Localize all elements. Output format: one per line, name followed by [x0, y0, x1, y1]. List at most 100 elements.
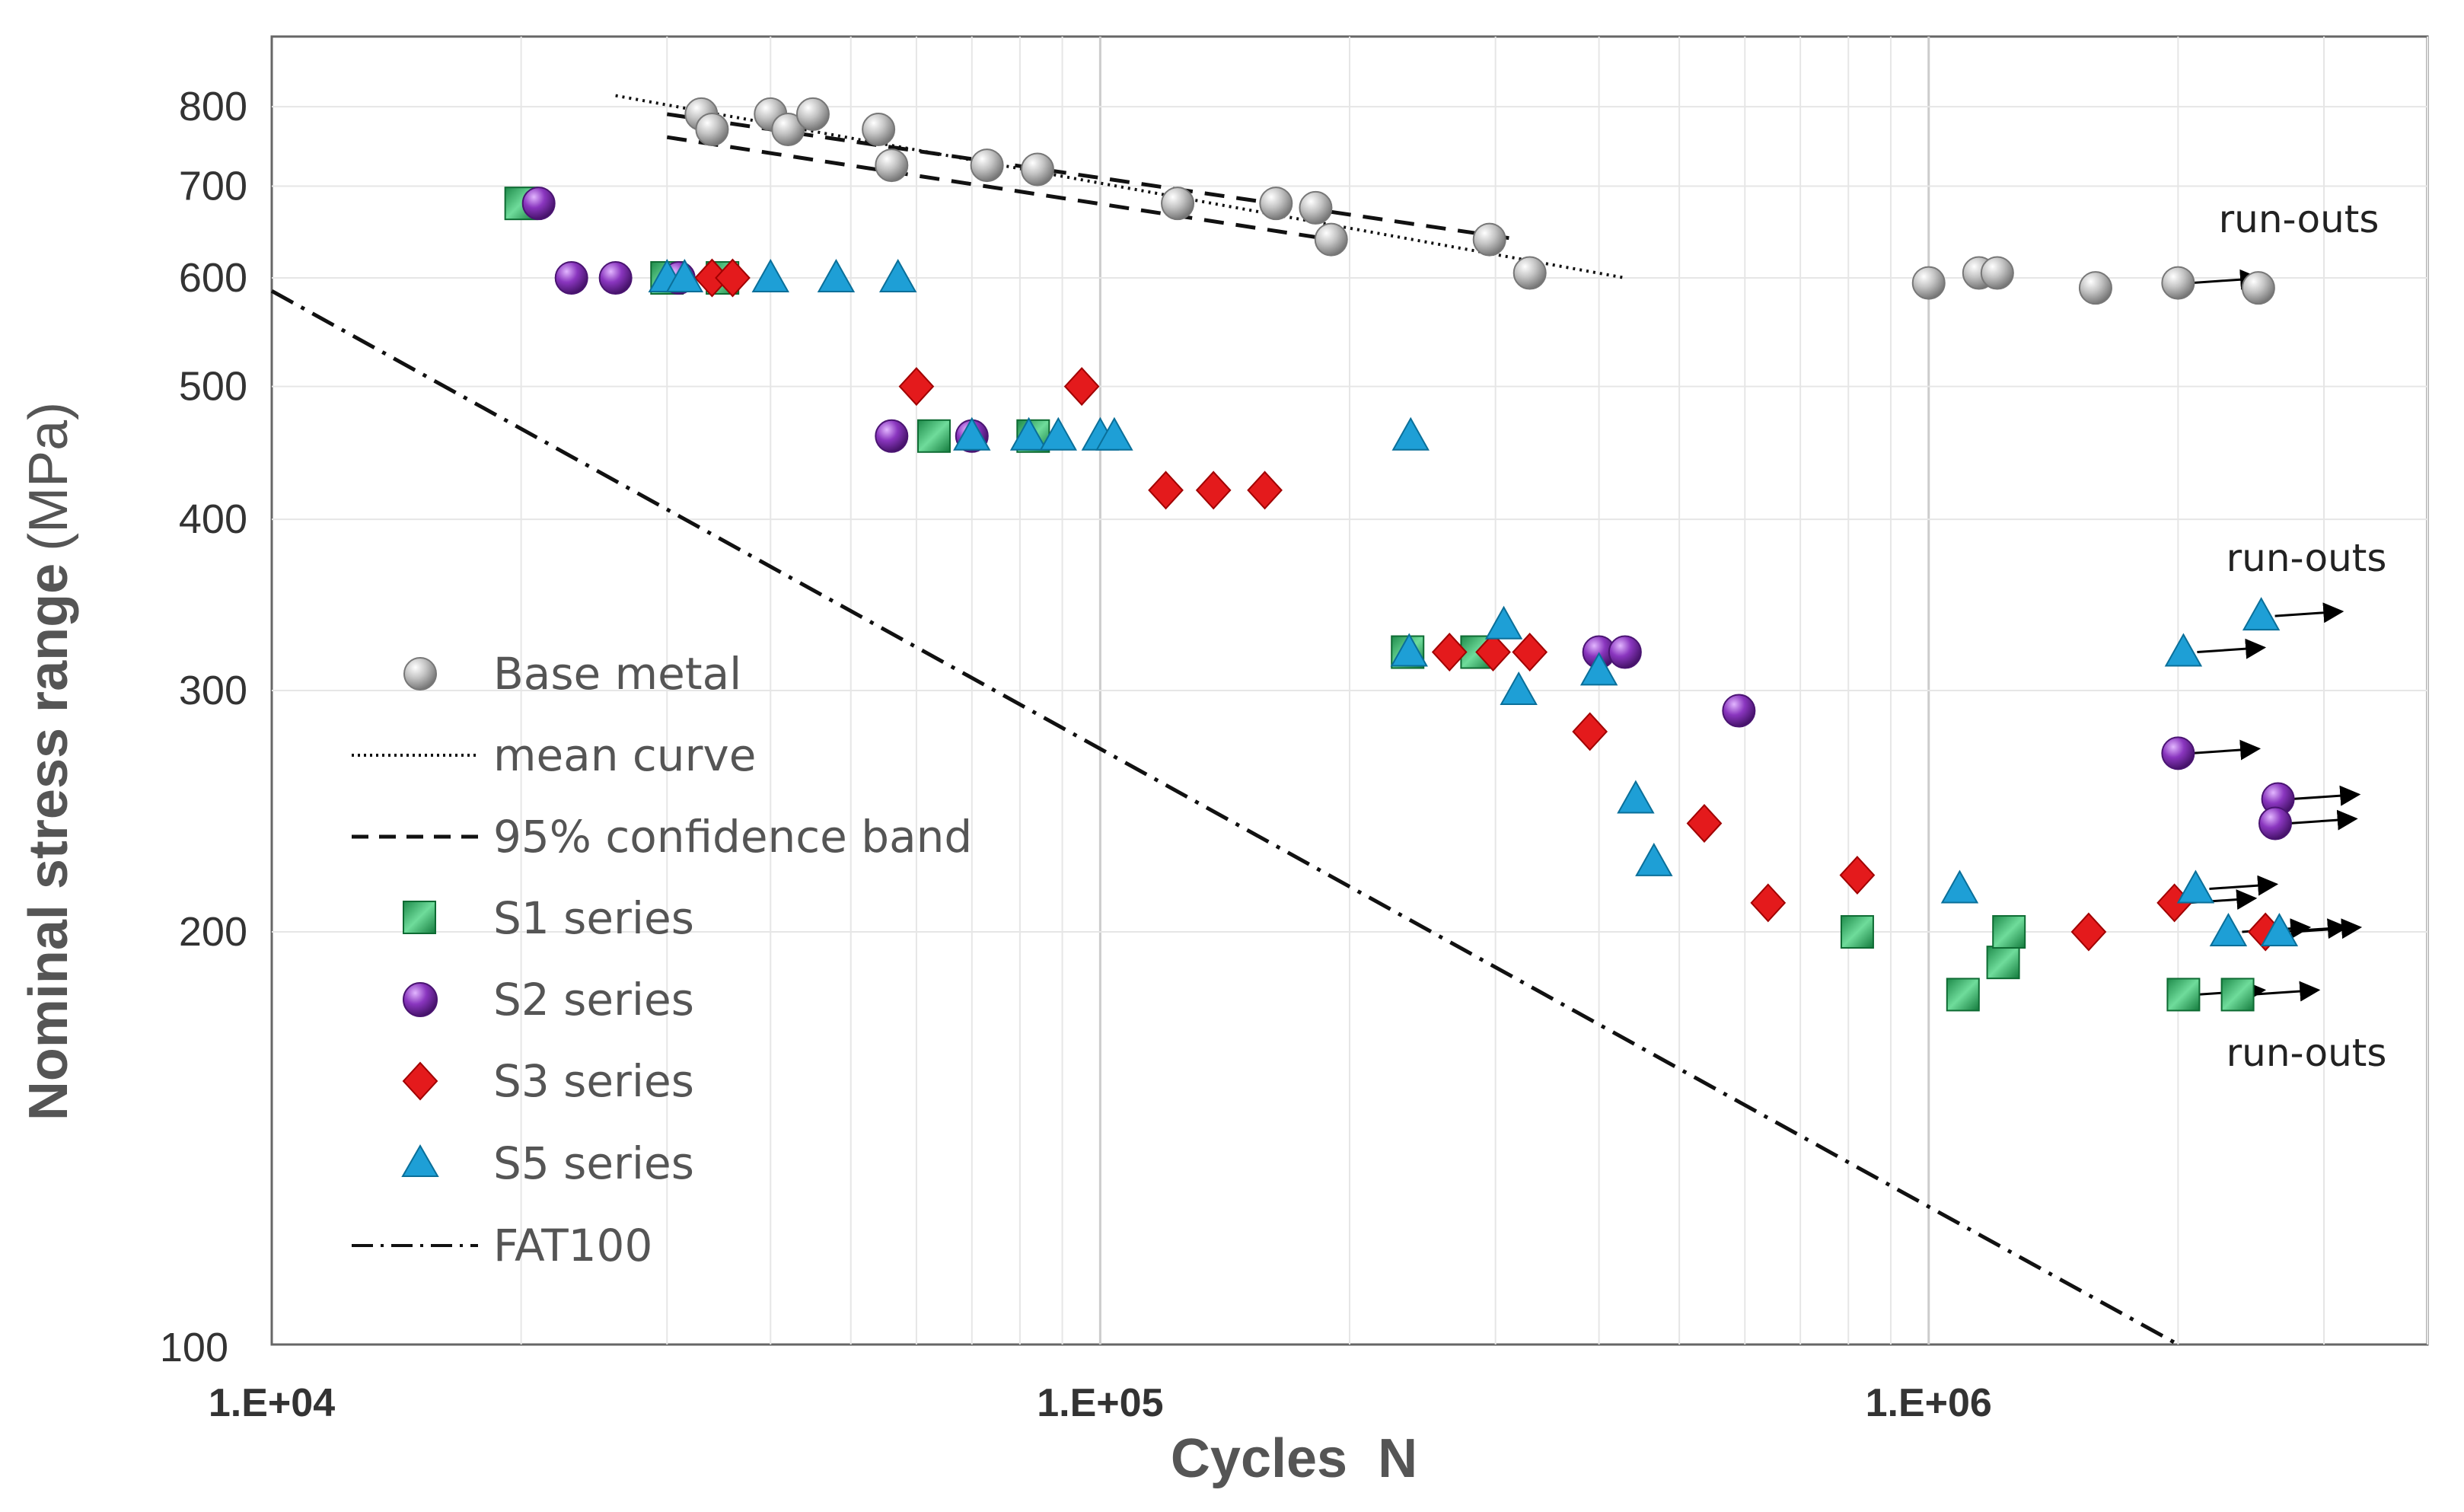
point-s3-series — [1195, 471, 1232, 510]
point-s1-series — [1992, 915, 2026, 949]
annotation-runouts-base: run-outs — [2219, 197, 2380, 241]
point-s5-series — [1579, 652, 1618, 686]
runout-arrow — [2274, 602, 2344, 624]
point-s5-series — [1039, 416, 1077, 451]
legend-marker-s2 — [403, 982, 438, 1017]
point-s5-series — [953, 416, 991, 451]
legend-item-base-metal: Base metal — [403, 648, 741, 700]
point-s5-series — [878, 258, 917, 293]
point-s5-series — [2260, 912, 2299, 947]
point-base-metal — [1259, 187, 1293, 221]
runout-arrow — [2293, 918, 2363, 939]
legend-label-mean-curve: mean curve — [493, 729, 756, 781]
line-fat100 — [270, 289, 2179, 1347]
legend-label-fat100: FAT100 — [493, 1220, 652, 1271]
point-base-metal — [695, 112, 729, 146]
point-s1-series — [916, 419, 951, 453]
runout-arrow — [2209, 875, 2279, 896]
point-s3-series — [1572, 712, 1608, 751]
point-s5-series — [1617, 780, 1655, 814]
point-base-metal — [2078, 271, 2112, 305]
point-s2-series — [2161, 736, 2195, 770]
point-base-metal — [2161, 266, 2195, 300]
point-s1-series — [2220, 978, 2255, 1012]
y-axis-title: Nominal stress range (MPa) — [18, 402, 79, 1121]
runout-arrow — [2191, 739, 2262, 761]
runout-arrow — [2288, 809, 2358, 831]
point-base-metal — [862, 112, 896, 146]
point-s2-series — [598, 261, 633, 295]
legend-marker-base-metal — [403, 657, 437, 691]
point-s3-series — [1063, 367, 1100, 407]
point-s5-series — [1635, 842, 1673, 876]
y-axis-title-unit: (MPa) — [18, 402, 79, 551]
y-tick-label: 700 — [179, 164, 247, 209]
line-95-confidence-band — [666, 112, 1519, 242]
point-base-metal — [2241, 271, 2275, 305]
legend-label-s2: S2 series — [493, 974, 694, 1026]
point-s2-series — [554, 261, 588, 295]
legend-label-s1: S1 series — [493, 892, 694, 944]
point-s5-series — [2209, 912, 2248, 947]
runout-arrow — [2197, 638, 2267, 659]
legend: Base metal mean curve 95% confidence ban… — [352, 648, 972, 1271]
legend-marker-s5 — [401, 1144, 439, 1177]
point-s5-series — [1095, 416, 1133, 451]
point-s3-series — [1839, 856, 1876, 895]
legend-item-s2-series: S2 series — [403, 974, 694, 1026]
point-base-metal — [970, 148, 1004, 183]
legend-item-s1-series: S1 series — [403, 892, 694, 944]
point-s5-series — [1391, 416, 1430, 451]
point-s2-series — [1722, 694, 1756, 728]
point-s2-series — [521, 187, 556, 221]
point-s3-series — [1475, 633, 1511, 672]
legend-label-confidence-band: 95% confidence band — [493, 811, 972, 863]
point-s1-series — [2166, 978, 2201, 1012]
point-base-metal — [1472, 222, 1506, 257]
point-s5-series — [2242, 597, 2281, 631]
point-s1-series — [1946, 978, 1980, 1012]
data-points — [504, 97, 2299, 1012]
point-base-metal — [795, 97, 830, 131]
y-tick-label: 800 — [179, 84, 247, 129]
legend-item-mean-curve: mean curve — [352, 729, 756, 781]
annotation-runouts-low: run-outs — [2227, 1031, 2387, 1075]
point-s2-series — [2258, 806, 2293, 841]
point-base-metal — [1980, 256, 2014, 290]
point-base-metal — [875, 148, 909, 183]
point-base-metal — [1299, 190, 1333, 225]
x-tick-labels: 1.E+04 1.E+05 1.E+06 — [209, 1381, 1992, 1425]
point-s3-series — [1431, 633, 1468, 672]
legend-marker-s3 — [402, 1061, 438, 1101]
y-tick-label: 100 — [160, 1325, 228, 1370]
point-s3-series — [2070, 912, 2107, 952]
point-s3-series — [1750, 883, 1787, 923]
point-s1-series — [1840, 915, 1874, 949]
point-s5-series — [1009, 416, 1048, 451]
point-s2-series — [1608, 635, 1642, 669]
point-base-metal — [1020, 152, 1054, 187]
y-tick-label: 300 — [179, 668, 247, 713]
x-tick-label: 1.E+04 — [209, 1381, 335, 1425]
y-tick-label: 200 — [179, 909, 247, 955]
y-tick-label: 500 — [179, 364, 247, 410]
y-tick-label: 600 — [179, 255, 247, 301]
y-axis-title-main: Nominal stress range — [18, 563, 79, 1121]
point-base-metal — [1911, 266, 1946, 300]
point-s5-series — [2176, 869, 2215, 904]
legend-item-s3-series: S3 series — [402, 1055, 694, 1107]
legend-item-s5-series: S5 series — [401, 1137, 694, 1189]
x-axis-title: Cycles N — [1171, 1428, 1417, 1489]
line-95-confidence-band — [666, 135, 1332, 242]
legend-marker-s1 — [403, 901, 436, 934]
point-s2-series — [875, 419, 909, 453]
point-s3-series — [1512, 633, 1548, 672]
point-s3-series — [898, 367, 935, 407]
point-s5-series — [2164, 633, 2203, 667]
point-base-metal — [1161, 187, 1195, 221]
point-s3-series — [1148, 471, 1184, 510]
point-s5-series — [1484, 605, 1523, 640]
x-tick-label: 1.E+05 — [1037, 1381, 1163, 1425]
legend-label-s3: S3 series — [493, 1055, 694, 1107]
